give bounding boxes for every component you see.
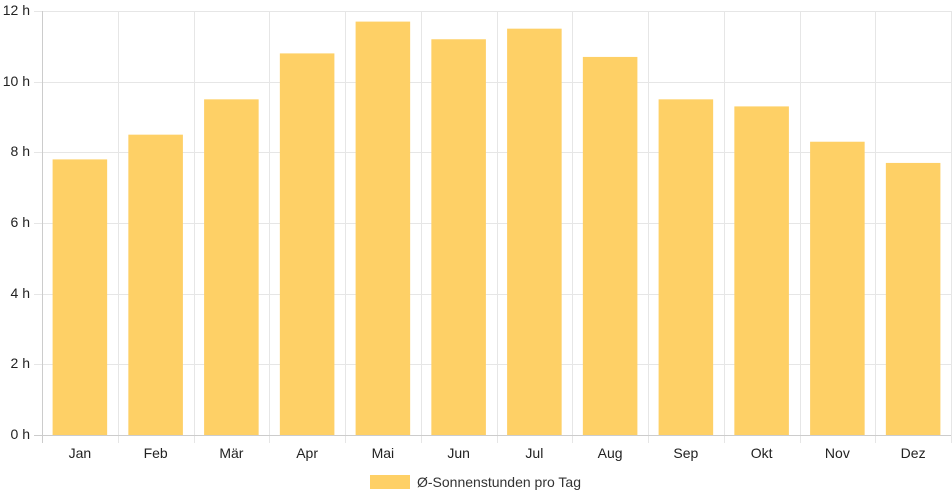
axes	[34, 11, 951, 443]
legend[interactable]: Ø-Sonnenstunden pro Tag	[370, 474, 581, 490]
x-tick-label: Feb	[144, 445, 168, 461]
x-tick-label: Sep	[673, 445, 698, 461]
bar-sep[interactable]	[658, 99, 714, 435]
x-tick-label: Jul	[525, 445, 543, 461]
x-tick-label: Dez	[901, 445, 926, 461]
legend-label[interactable]: Ø-Sonnenstunden pro Tag	[417, 474, 581, 490]
x-tick-label: Okt	[751, 445, 773, 461]
x-tick-label: Jan	[69, 445, 92, 461]
x-tick-label: Mär	[219, 445, 243, 461]
bar-dez[interactable]	[885, 162, 941, 435]
x-tick-label: Aug	[598, 445, 623, 461]
x-tick-label: Apr	[296, 445, 318, 461]
bar-mär[interactable]	[204, 99, 259, 435]
bar-nov[interactable]	[810, 141, 865, 435]
x-tick-label: Jun	[447, 445, 470, 461]
legend-swatch[interactable]	[370, 475, 410, 489]
x-tick-label: Nov	[825, 445, 850, 461]
bar-jun[interactable]	[431, 39, 486, 436]
y-tick-label: 0 h	[11, 426, 30, 442]
y-tick-label: 6 h	[11, 214, 30, 230]
bar-aug[interactable]	[582, 56, 638, 435]
bar-feb[interactable]	[128, 134, 183, 435]
bar-jan[interactable]	[52, 159, 108, 435]
y-tick-label: 4 h	[11, 285, 30, 301]
y-tick-labels: 0 h 2 h 4 h 6 h 8 h 10 h 12 h	[3, 2, 30, 442]
y-tick-label: 8 h	[11, 143, 30, 159]
y-tick-label: 10 h	[3, 73, 30, 89]
y-tick-label: 12 h	[3, 2, 30, 18]
bar-apr[interactable]	[279, 53, 335, 436]
bar-jul[interactable]	[507, 28, 562, 436]
bar-okt[interactable]	[734, 106, 789, 436]
bar-mai[interactable]	[355, 21, 411, 435]
bars	[52, 21, 941, 436]
x-tick-label: Mai	[372, 445, 395, 461]
y-tick-label: 2 h	[11, 355, 30, 371]
grid-lines	[34, 11, 952, 443]
x-tick-labels: Jan Feb Mär Apr Mai Jun Jul Aug Sep Okt Nov Dez	[69, 445, 926, 461]
